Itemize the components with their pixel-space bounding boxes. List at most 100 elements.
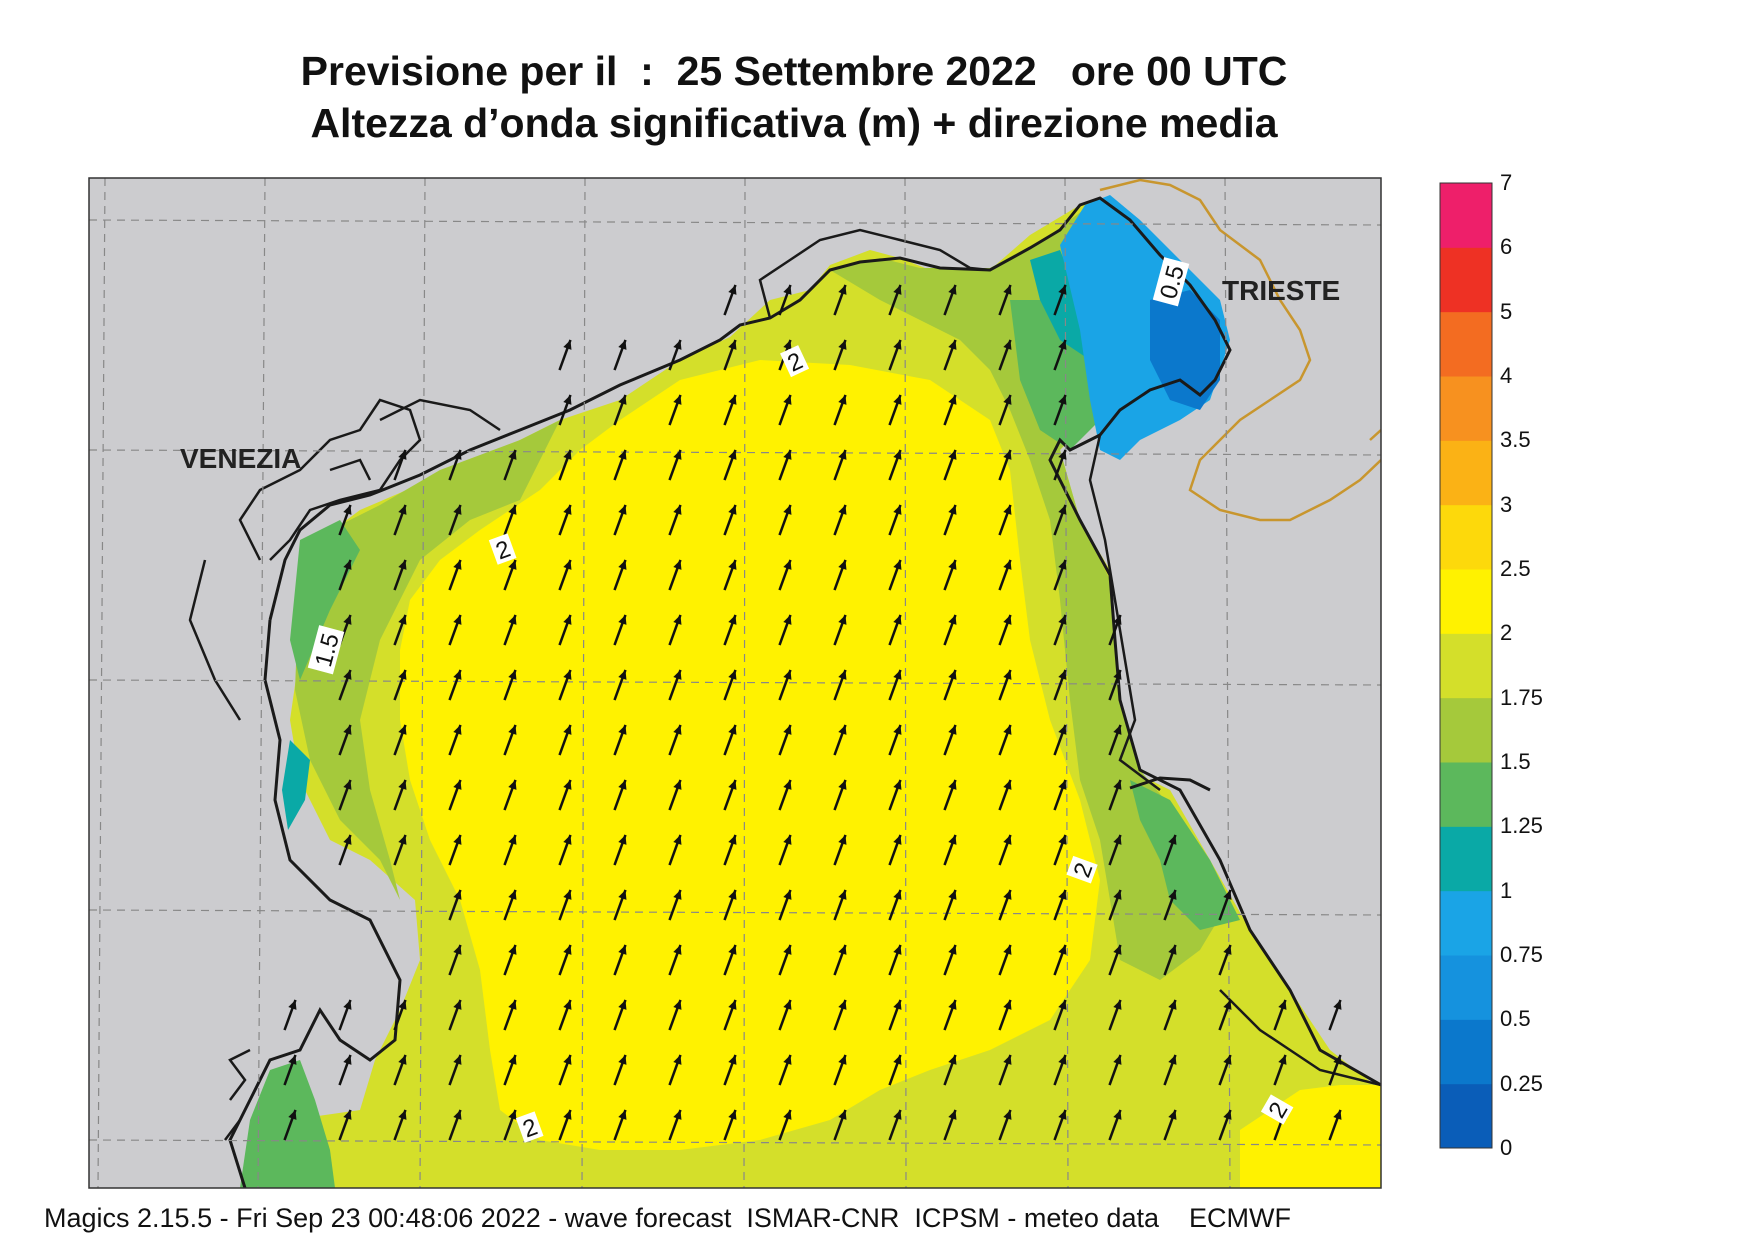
colorbar-tick-label: 1.25	[1500, 813, 1543, 839]
direction-arrow	[1218, 1109, 1232, 1141]
direction-arrow	[1328, 999, 1342, 1031]
colorbar-tick-label: 2	[1500, 620, 1513, 646]
direction-arrow	[888, 834, 902, 866]
sea-zone-west-coast-teal	[282, 740, 310, 830]
place-label-trieste: TRIESTE	[1222, 275, 1340, 306]
direction-arrow	[888, 944, 902, 976]
direction-arrow	[943, 779, 957, 811]
direction-arrow	[943, 394, 957, 426]
direction-arrow	[393, 834, 407, 866]
direction-arrow	[1218, 1054, 1232, 1086]
direction-arrow	[833, 834, 847, 866]
direction-arrow	[833, 669, 847, 701]
direction-arrow	[448, 504, 462, 536]
colorbar-tick-label: 1.5	[1500, 749, 1531, 774]
direction-arrow	[558, 339, 572, 371]
direction-arrow	[723, 614, 737, 646]
direction-arrow	[668, 339, 682, 371]
direction-arrow	[613, 394, 627, 426]
direction-arrow	[448, 559, 462, 591]
direction-arrow	[448, 669, 462, 701]
sea-zone-west-coast-green	[290, 520, 360, 680]
direction-arrow	[943, 339, 957, 371]
direction-arrow	[448, 944, 462, 976]
direction-arrow	[888, 504, 902, 536]
direction-arrow	[833, 944, 847, 976]
direction-arrow	[503, 724, 517, 756]
direction-arrow	[613, 724, 627, 756]
direction-arrow	[723, 339, 737, 371]
direction-arrow	[668, 944, 682, 976]
direction-arrow	[503, 504, 517, 536]
direction-arrow	[943, 834, 957, 866]
direction-arrow	[283, 1109, 297, 1141]
direction-arrow	[778, 999, 792, 1031]
colorbar-tick-label: 1	[1500, 877, 1513, 903]
direction-arrow	[998, 1054, 1012, 1086]
direction-arrow	[778, 284, 792, 316]
direction-arrow	[613, 834, 627, 866]
direction-arrow	[1163, 944, 1177, 976]
direction-arrow	[998, 339, 1012, 371]
direction-arrow	[503, 944, 517, 976]
direction-arrow	[1163, 1054, 1177, 1086]
direction-arrow	[1218, 889, 1232, 921]
direction-arrow	[833, 779, 847, 811]
direction-arrow	[448, 1109, 462, 1141]
direction-arrow	[613, 1109, 627, 1141]
direction-arrow	[723, 504, 737, 536]
colorbar-tick-label: 4	[1500, 363, 1513, 388]
colorbar-segment	[1440, 890, 1492, 956]
direction-arrow	[558, 1109, 572, 1141]
direction-arrow	[998, 669, 1012, 701]
colorbar-segment	[1440, 569, 1492, 634]
direction-arrow	[1108, 999, 1122, 1031]
direction-arrow	[723, 834, 737, 866]
direction-arrow	[778, 614, 792, 646]
colorbar-tick-label: 0.5	[1500, 1006, 1531, 1032]
direction-arrow	[998, 284, 1012, 316]
direction-arrow	[943, 1054, 957, 1086]
direction-arrow	[998, 999, 1012, 1031]
sea-zone-east-coast-green	[1130, 780, 1240, 930]
colorbar-tick-label: 7	[1500, 170, 1513, 195]
direction-arrow	[833, 999, 847, 1031]
direction-arrow	[503, 669, 517, 701]
direction-arrow	[888, 669, 902, 701]
direction-arrow	[1108, 944, 1122, 976]
colorbar-tick-label: 1.75	[1500, 684, 1543, 710]
direction-arrow	[503, 779, 517, 811]
direction-arrow	[558, 394, 572, 426]
colorbar-tick-label: 6	[1500, 234, 1513, 260]
place-label-venezia: VENEZIA	[180, 443, 301, 474]
direction-arrow	[888, 779, 902, 811]
colorbar-segment	[1440, 633, 1492, 699]
colorbar-tick-label: 2.5	[1500, 556, 1531, 581]
direction-arrow	[558, 669, 572, 701]
direction-arrow	[1163, 999, 1177, 1031]
colorbar-segment	[1440, 1083, 1492, 1149]
direction-arrow	[503, 834, 517, 866]
direction-arrow	[998, 394, 1012, 426]
direction-arrow	[778, 669, 792, 701]
direction-arrow	[723, 1054, 737, 1086]
istria-south-coast	[1219, 989, 1381, 1087]
istria-west-coast	[1088, 434, 1161, 791]
direction-arrow	[338, 724, 352, 756]
direction-arrow	[888, 889, 902, 921]
direction-arrow	[393, 1109, 407, 1141]
direction-arrow	[1053, 889, 1067, 921]
direction-arrow	[668, 559, 682, 591]
direction-arrow	[1053, 394, 1067, 426]
colorbar-segment	[1440, 504, 1492, 570]
direction-arrow	[723, 1109, 737, 1141]
direction-arrow	[503, 449, 517, 481]
direction-arrow	[1108, 889, 1122, 921]
direction-arrow	[998, 449, 1012, 481]
sea-zone-trieste-deep-blue	[1150, 290, 1220, 410]
direction-arrow	[1328, 1054, 1342, 1086]
direction-arrow	[998, 559, 1012, 591]
colorbar-segment	[1440, 1019, 1492, 1085]
direction-arrow	[613, 889, 627, 921]
direction-arrow	[558, 449, 572, 481]
